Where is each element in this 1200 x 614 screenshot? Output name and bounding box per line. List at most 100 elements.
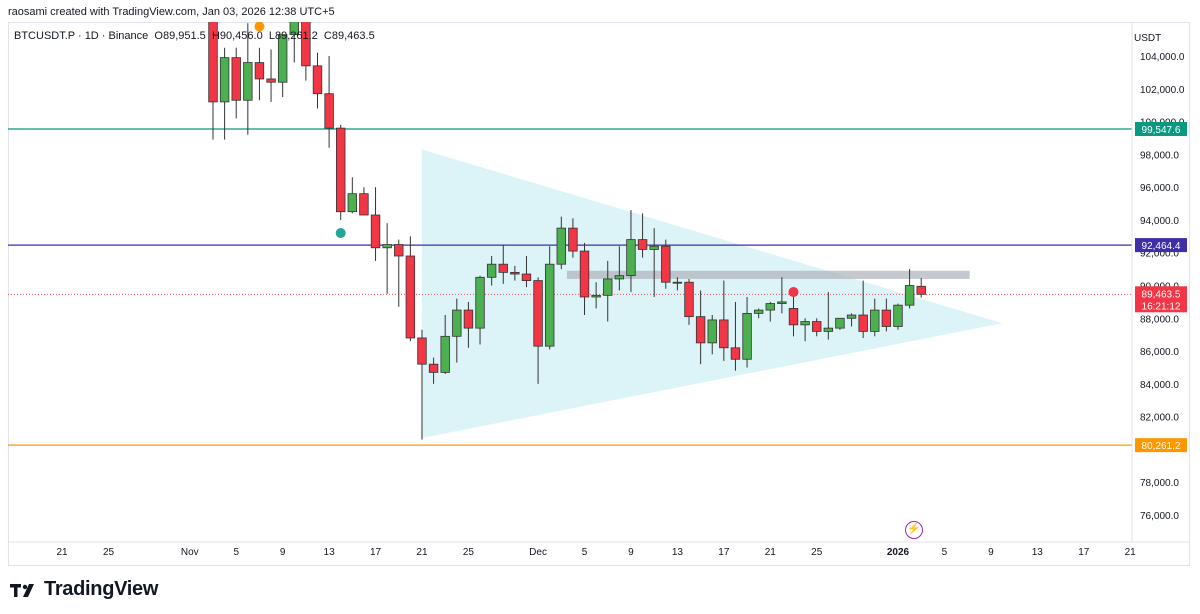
- candle[interactable]: [475, 275, 485, 345]
- candle-body: [254, 62, 265, 80]
- candle-body: [486, 263, 497, 278]
- candle[interactable]: [603, 260, 613, 322]
- candle[interactable]: [649, 228, 659, 297]
- candle[interactable]: [556, 216, 567, 270]
- lightning-bolt-icon[interactable]: ⚡: [905, 521, 923, 539]
- candle[interactable]: [428, 357, 439, 384]
- legend-symbol: BTCUSDT.P · 1D · Binance: [14, 30, 149, 42]
- candle[interactable]: [533, 277, 543, 384]
- x-tick-label: 9: [628, 547, 634, 558]
- candle[interactable]: [568, 218, 578, 258]
- candle[interactable]: [672, 277, 683, 291]
- candle[interactable]: [219, 47, 230, 140]
- candle[interactable]: [254, 47, 265, 101]
- candle-body: [428, 363, 439, 373]
- candle[interactable]: [336, 124, 346, 220]
- candle[interactable]: [231, 47, 241, 119]
- candle[interactable]: [788, 293, 799, 337]
- candle[interactable]: [277, 34, 288, 97]
- candle[interactable]: [707, 315, 717, 355]
- candle[interactable]: [405, 236, 416, 342]
- candle[interactable]: [544, 246, 555, 350]
- candle[interactable]: [347, 177, 358, 214]
- current-price-tag-bg: [1135, 286, 1187, 313]
- candle-body: [707, 319, 717, 344]
- tradingview-logo[interactable]: TradingView: [10, 578, 158, 601]
- candle[interactable]: [904, 269, 915, 309]
- candle[interactable]: [753, 308, 764, 319]
- candle[interactable]: [881, 298, 892, 332]
- candle[interactable]: [916, 278, 926, 298]
- candle[interactable]: [463, 301, 474, 348]
- candle[interactable]: [521, 255, 532, 288]
- line-price-tag: 99,547.6: [1135, 121, 1187, 136]
- candle-body: [301, 22, 311, 67]
- candle[interactable]: [394, 239, 404, 307]
- credit-text: raosami created with TradingView.com, Ja…: [8, 6, 335, 18]
- candle[interactable]: [846, 313, 857, 327]
- candle[interactable]: [870, 298, 880, 337]
- candle[interactable]: [800, 318, 810, 342]
- candle[interactable]: [510, 265, 520, 281]
- candle[interactable]: [823, 292, 834, 340]
- x-tick-label: 5: [582, 547, 588, 558]
- candle-body: [777, 301, 787, 304]
- line-price-tag-text: 92,464.4: [1142, 241, 1181, 252]
- candle[interactable]: [695, 290, 706, 365]
- legend-high: 90,456.0: [219, 30, 263, 42]
- candle[interactable]: [730, 301, 741, 371]
- candle-body: [765, 303, 775, 311]
- candle[interactable]: [614, 246, 625, 291]
- line-price-tag-text: 99,547.6: [1142, 125, 1181, 136]
- x-tick-label: 25: [103, 547, 115, 558]
- chart-canvas[interactable]: USDT104,000.0102,000.0100,000.098,000.09…: [8, 22, 1190, 566]
- candle[interactable]: [324, 56, 334, 148]
- candle[interactable]: [812, 318, 822, 337]
- candle[interactable]: [684, 278, 694, 325]
- legend-open-label: O: [154, 30, 163, 42]
- candle-body: [800, 321, 810, 326]
- candle[interactable]: [637, 213, 648, 258]
- candle[interactable]: [370, 187, 381, 261]
- candle-body: [591, 294, 601, 298]
- line-price-tag-text: 80,261.2: [1142, 441, 1181, 452]
- candle[interactable]: [289, 22, 299, 63]
- candle[interactable]: [498, 244, 508, 284]
- candle-body: [312, 65, 323, 95]
- line-price-tag-bg: [1135, 438, 1187, 453]
- candle-body: [719, 319, 729, 349]
- candle[interactable]: [742, 296, 752, 368]
- candle-body: [394, 244, 404, 257]
- candle[interactable]: [301, 22, 311, 81]
- candle[interactable]: [486, 255, 497, 286]
- candle[interactable]: [382, 223, 392, 294]
- resistance-zone: [566, 270, 970, 279]
- candle[interactable]: [243, 23, 253, 135]
- candle[interactable]: [312, 52, 323, 109]
- candle-body: [603, 278, 613, 296]
- candle[interactable]: [266, 49, 276, 102]
- candle-body: [370, 214, 381, 249]
- candle[interactable]: [440, 315, 450, 375]
- candle[interactable]: [359, 187, 369, 216]
- legend-open: 89,951.5: [162, 30, 206, 42]
- candle[interactable]: [591, 282, 601, 309]
- x-tick-label: 17: [1078, 547, 1090, 558]
- candle[interactable]: [626, 210, 636, 293]
- candle[interactable]: [777, 277, 787, 314]
- candle[interactable]: [719, 280, 729, 361]
- candle[interactable]: [858, 280, 868, 338]
- x-tick-label: 2026: [887, 547, 910, 558]
- candle[interactable]: [579, 242, 590, 316]
- candle[interactable]: [893, 303, 903, 330]
- y-tick-label: 78,000.0: [1140, 478, 1179, 489]
- candle[interactable]: [835, 317, 845, 330]
- candle[interactable]: [417, 329, 427, 440]
- candle-body: [521, 273, 532, 281]
- candle[interactable]: [765, 301, 775, 322]
- candle[interactable]: [208, 22, 218, 140]
- candle[interactable]: [452, 298, 462, 363]
- candle-body: [904, 285, 915, 306]
- tradingview-logo-icon: [10, 583, 34, 597]
- candle[interactable]: [661, 239, 671, 289]
